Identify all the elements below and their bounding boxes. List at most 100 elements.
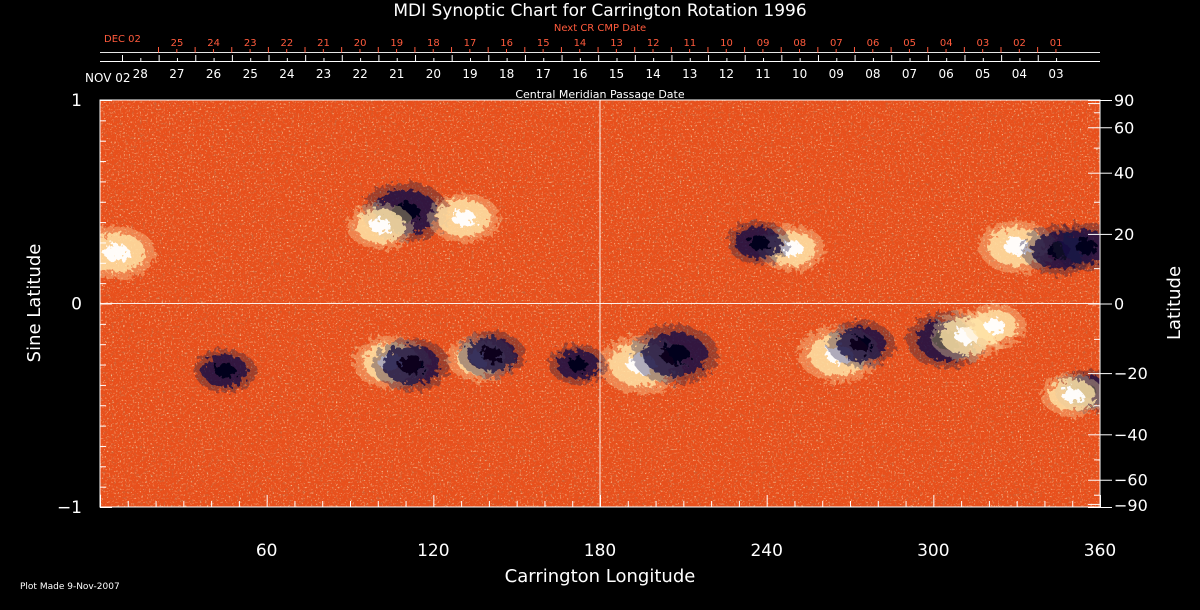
- y-tick-label-right: 40: [1114, 164, 1134, 183]
- cmp-day-label: 27: [169, 67, 184, 81]
- cmp-day-label: 14: [645, 67, 660, 81]
- cmp-day-label: 22: [352, 67, 367, 81]
- cmp-day-label: 20: [426, 67, 441, 81]
- next-cmp-day-label: 03: [976, 38, 989, 49]
- region-core: [214, 363, 236, 378]
- next-cmp-day-label: 10: [720, 38, 733, 49]
- cmp-day-label: 09: [829, 67, 844, 81]
- active-regions: [100, 182, 1100, 417]
- cmp-date-axis: 28 27 26 25 24 23 22 21 20 19 18 17 16 15 14 13 12 11 10 09…: [100, 55, 1100, 81]
- cmp-day-label: 12: [719, 67, 734, 81]
- y-tick-label-right: −60: [1114, 471, 1148, 490]
- cmp-day-label: 04: [1012, 67, 1027, 81]
- right-axis: 90 60 40 20 0 −20 −40 −60 −90: [1088, 91, 1148, 515]
- cmp-day-label: 21: [389, 67, 404, 81]
- x-tick-label: 120: [417, 541, 449, 561]
- next-cmp-day-label: 25: [171, 38, 184, 49]
- next-cmp-day-label: 11: [683, 38, 696, 49]
- cmp-day-label: 11: [755, 67, 770, 81]
- cmp-day-label: 07: [902, 67, 917, 81]
- region-core: [1061, 387, 1083, 403]
- active-region-3: [347, 202, 415, 250]
- y-tick-label-right: −90: [1114, 496, 1148, 515]
- active-region-13: [372, 338, 450, 392]
- cmp-day-label: 17: [536, 67, 551, 81]
- cmp-day-label: 18: [499, 67, 514, 81]
- region-core: [984, 318, 1005, 334]
- cmp-axis-label: Central Meridian Passage Date: [515, 88, 684, 101]
- next-cmp-day-label: 07: [830, 38, 843, 49]
- next-cmp-start-label: DEC 02: [104, 34, 141, 45]
- region-core: [568, 357, 588, 372]
- next-cmp-day-label: 23: [244, 38, 257, 49]
- active-region-15: [458, 331, 526, 378]
- next-cmp-day-label: 24: [207, 38, 220, 49]
- active-region-23: [193, 349, 257, 393]
- active-region-24: [549, 344, 607, 385]
- chart-title: MDI Synoptic Chart for Carrington Rotati…: [393, 1, 806, 21]
- cmp-day-label: 05: [975, 67, 990, 81]
- next-cmp-day-label: 01: [1050, 38, 1063, 49]
- active-region-6: [727, 220, 790, 265]
- active-region-4: [100, 226, 155, 280]
- x-axis-label: Carrington Longitude: [505, 566, 696, 587]
- y-tick-label-right: −40: [1114, 425, 1148, 444]
- next-cmp-day-label: 19: [390, 38, 403, 49]
- cmp-day-label: 10: [792, 67, 807, 81]
- region-core: [1074, 238, 1098, 255]
- cmp-day-label: 16: [572, 67, 587, 81]
- y-tick-label-right: −20: [1114, 364, 1148, 383]
- active-region-22: [1041, 373, 1100, 417]
- y-tick-label-right: 60: [1114, 118, 1134, 137]
- next-cmp-day-label: 22: [281, 38, 294, 49]
- y-axis-label-right: Latitude: [1164, 266, 1185, 340]
- region-core: [849, 336, 873, 352]
- active-region-2: [427, 193, 500, 243]
- cmp-day-label: 06: [939, 67, 954, 81]
- x-tick-label: 60: [256, 541, 278, 561]
- cmp-day-label: 23: [316, 67, 331, 81]
- left-axis: −1 0 1: [57, 91, 112, 518]
- next-cmp-day-label: 20: [354, 38, 367, 49]
- next-cmp-date-axis: 25 24 23 22 21 20 19 18 17 16 15 14 13 12 11 10 09 08 07 06…: [100, 38, 1100, 53]
- region-core: [660, 344, 690, 365]
- region-core: [398, 355, 424, 374]
- y-axis-label-left: Sine Latitude: [24, 244, 45, 363]
- next-cmp-day-label: 08: [793, 38, 806, 49]
- region-core: [451, 209, 476, 227]
- next-cmp-day-label: 18: [427, 38, 440, 49]
- next-cmp-day-label: 12: [647, 38, 660, 49]
- active-region-17: [827, 320, 895, 368]
- next-cmp-day-label: 16: [500, 38, 513, 49]
- region-core: [747, 235, 769, 250]
- x-tick-label: 180: [584, 541, 616, 561]
- next-cmp-day-label: 17: [464, 38, 477, 49]
- next-cmp-day-label: 09: [757, 38, 770, 49]
- cmp-day-label: 08: [865, 67, 880, 81]
- cmp-day-label: 28: [133, 67, 148, 81]
- y-tick-label-right: 0: [1114, 295, 1124, 314]
- cmp-day-label: 15: [609, 67, 624, 81]
- x-tick-label: 300: [917, 541, 949, 561]
- y-tick-label-left: 1: [71, 91, 82, 111]
- active-region-11: [631, 324, 719, 385]
- region-core: [480, 346, 503, 363]
- y-tick-label-left: −1: [57, 498, 82, 518]
- y-tick-label-left: 0: [71, 295, 82, 315]
- x-tick-label: 240: [750, 541, 782, 561]
- next-cmp-day-label: 21: [317, 38, 330, 49]
- x-tick-label: 360: [1084, 541, 1116, 561]
- cmp-day-label: 26: [206, 67, 221, 81]
- active-region-9: [1052, 223, 1100, 270]
- y-tick-label-right: 90: [1114, 91, 1134, 110]
- cmp-day-label: 24: [279, 67, 294, 81]
- cmp-day-label: 25: [243, 67, 258, 81]
- cmp-day-label: 03: [1048, 67, 1063, 81]
- next-cmp-day-label: 05: [903, 38, 916, 49]
- bottom-axis: 60 120 180 240 300 360: [100, 495, 1116, 561]
- plot-made-label: Plot Made 9-Nov-2007: [20, 582, 120, 592]
- region-core: [369, 218, 392, 234]
- next-cmp-axis-label: Next CR CMP Date: [554, 23, 646, 34]
- region-core: [103, 243, 130, 262]
